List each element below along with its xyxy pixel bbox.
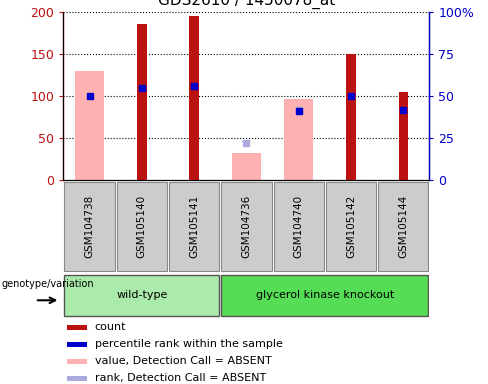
Bar [285,99,313,180]
FancyBboxPatch shape [378,182,428,271]
FancyBboxPatch shape [169,182,219,271]
FancyBboxPatch shape [222,182,271,271]
Bar [137,24,146,180]
FancyBboxPatch shape [64,182,115,271]
Bar [346,54,356,180]
Text: genotype/variation: genotype/variation [1,279,94,289]
Bar [67,359,87,364]
Text: wild-type: wild-type [116,290,167,300]
Bar [75,71,104,180]
Text: value, Detection Call = ABSENT: value, Detection Call = ABSENT [95,356,271,366]
Text: glycerol kinase knockout: glycerol kinase knockout [256,290,394,300]
FancyBboxPatch shape [222,275,428,316]
FancyBboxPatch shape [326,182,376,271]
Text: rank, Detection Call = ABSENT: rank, Detection Call = ABSENT [95,373,266,383]
Text: count: count [95,322,126,332]
Bar [67,325,87,331]
Bar [399,92,408,180]
Bar [67,376,87,381]
FancyBboxPatch shape [274,182,324,271]
FancyBboxPatch shape [64,275,219,316]
Bar [189,16,199,180]
Bar [232,152,261,180]
Text: GSM104740: GSM104740 [294,195,304,258]
Text: GSM105144: GSM105144 [398,195,408,258]
Text: GSM105142: GSM105142 [346,195,356,258]
Text: GSM104738: GSM104738 [84,195,95,258]
Text: percentile rank within the sample: percentile rank within the sample [95,339,283,349]
Title: GDS2610 / 1450078_at: GDS2610 / 1450078_at [158,0,335,9]
Text: GSM104736: GSM104736 [242,195,251,258]
FancyBboxPatch shape [117,182,167,271]
Text: GSM105140: GSM105140 [137,195,147,258]
Text: GSM105141: GSM105141 [189,195,199,258]
Bar [67,342,87,348]
